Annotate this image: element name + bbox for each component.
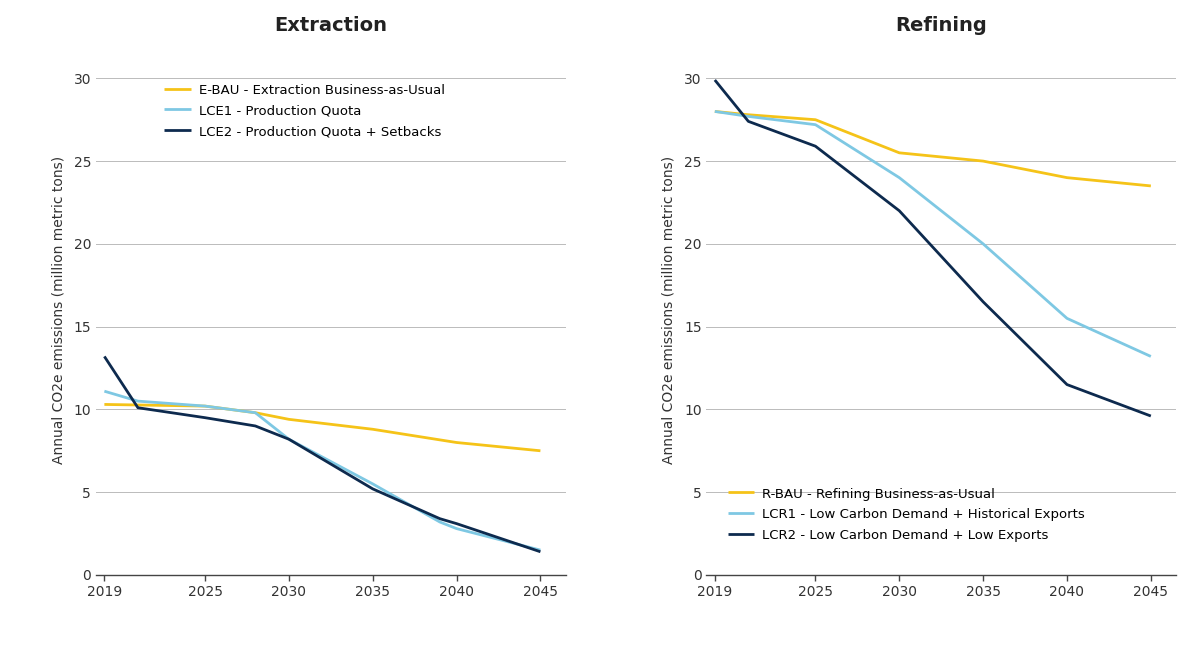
Line: E-BAU - Extraction Business-as-Usual: E-BAU - Extraction Business-as-Usual	[104, 404, 540, 451]
LCE1 - Production Quota	[198, 402, 212, 410]
Title: Refining: Refining	[895, 16, 988, 36]
LCR2 - Low Carbon Demand + Low Exports	[1144, 412, 1158, 420]
E-BAU - Extraction Business-as-Usual	[97, 401, 112, 408]
LCR2 - Low Carbon Demand + Low Exports	[708, 76, 722, 84]
Line: LCR1 - Low Carbon Demand + Historical Exports: LCR1 - Low Carbon Demand + Historical Ex…	[715, 111, 1151, 357]
R-BAU - Refining Business-as-Usual	[708, 107, 722, 115]
R-BAU - Refining Business-as-Usual	[742, 111, 756, 119]
R-BAU - Refining Business-as-Usual	[892, 149, 906, 157]
LCR2 - Low Carbon Demand + Low Exports	[976, 298, 990, 306]
Line: LCR2 - Low Carbon Demand + Low Exports: LCR2 - Low Carbon Demand + Low Exports	[715, 80, 1151, 416]
E-BAU - Extraction Business-as-Usual	[248, 409, 263, 417]
LCE2 - Production Quota + Setbacks	[198, 414, 212, 422]
LCE1 - Production Quota	[131, 397, 145, 405]
LCE1 - Production Quota	[97, 388, 112, 395]
LCR1 - Low Carbon Demand + Historical Exports	[809, 121, 823, 129]
LCE1 - Production Quota	[282, 435, 296, 443]
E-BAU - Extraction Business-as-Usual	[533, 447, 547, 455]
LCE2 - Production Quota + Setbacks	[449, 520, 463, 528]
E-BAU - Extraction Business-as-Usual	[449, 439, 463, 446]
LCR2 - Low Carbon Demand + Low Exports	[1060, 380, 1074, 388]
LCR1 - Low Carbon Demand + Historical Exports	[976, 240, 990, 247]
LCR2 - Low Carbon Demand + Low Exports	[742, 118, 756, 125]
LCR1 - Low Carbon Demand + Historical Exports	[892, 174, 906, 182]
Y-axis label: Annual CO2e emissions (million metric tons): Annual CO2e emissions (million metric to…	[661, 156, 676, 464]
R-BAU - Refining Business-as-Usual	[976, 157, 990, 165]
LCR2 - Low Carbon Demand + Low Exports	[809, 142, 823, 150]
LCE2 - Production Quota + Setbacks	[97, 353, 112, 360]
Line: LCE1 - Production Quota: LCE1 - Production Quota	[104, 391, 540, 550]
R-BAU - Refining Business-as-Usual	[1060, 174, 1074, 182]
LCR1 - Low Carbon Demand + Historical Exports	[1060, 315, 1074, 322]
LCE1 - Production Quota	[533, 547, 547, 554]
LCE2 - Production Quota + Setbacks	[533, 548, 547, 556]
LCE1 - Production Quota	[248, 409, 263, 417]
Title: Extraction: Extraction	[275, 16, 388, 36]
LCE1 - Production Quota	[449, 525, 463, 532]
Line: R-BAU - Refining Business-as-Usual: R-BAU - Refining Business-as-Usual	[715, 111, 1151, 186]
LCE2 - Production Quota + Setbacks	[248, 422, 263, 430]
E-BAU - Extraction Business-as-Usual	[366, 425, 380, 433]
LCE2 - Production Quota + Setbacks	[131, 404, 145, 412]
LCE1 - Production Quota	[366, 480, 380, 488]
LCR2 - Low Carbon Demand + Low Exports	[892, 207, 906, 214]
LCR1 - Low Carbon Demand + Historical Exports	[742, 112, 756, 120]
LCE1 - Production Quota	[432, 518, 446, 526]
R-BAU - Refining Business-as-Usual	[809, 116, 823, 123]
Legend: E-BAU - Extraction Business-as-Usual, LCE1 - Production Quota, LCE2 - Production: E-BAU - Extraction Business-as-Usual, LC…	[158, 78, 450, 143]
Legend: R-BAU - Refining Business-as-Usual, LCR1 - Low Carbon Demand + Historical Export: R-BAU - Refining Business-as-Usual, LCR1…	[722, 482, 1090, 547]
Y-axis label: Annual CO2e emissions (million metric tons): Annual CO2e emissions (million metric to…	[52, 156, 65, 464]
R-BAU - Refining Business-as-Usual	[1144, 182, 1158, 190]
Line: LCE2 - Production Quota + Setbacks: LCE2 - Production Quota + Setbacks	[104, 357, 540, 552]
E-BAU - Extraction Business-as-Usual	[198, 402, 212, 410]
LCE2 - Production Quota + Setbacks	[432, 515, 446, 523]
LCE2 - Production Quota + Setbacks	[366, 485, 380, 493]
E-BAU - Extraction Business-as-Usual	[282, 415, 296, 423]
E-BAU - Extraction Business-as-Usual	[148, 401, 162, 409]
LCR1 - Low Carbon Demand + Historical Exports	[1144, 353, 1158, 360]
LCR1 - Low Carbon Demand + Historical Exports	[708, 107, 722, 115]
LCE2 - Production Quota + Setbacks	[282, 435, 296, 443]
